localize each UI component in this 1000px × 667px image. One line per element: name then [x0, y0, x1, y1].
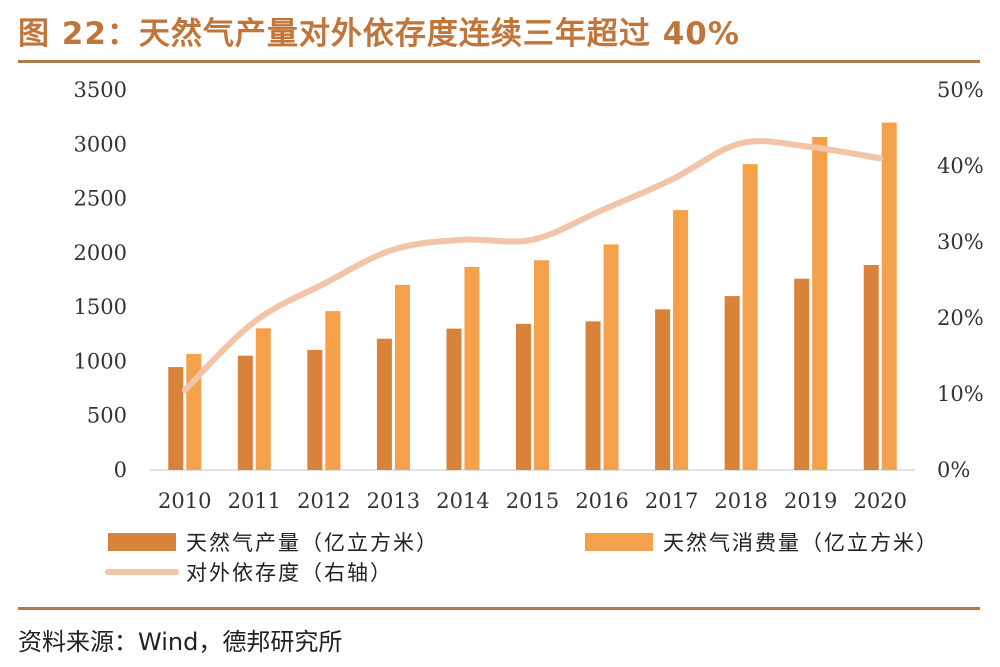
x-tick-label: 2014 — [436, 489, 489, 513]
x-tick-label: 2020 — [854, 489, 907, 513]
legend-label-production: 天然气产量（亿立方米） — [186, 531, 439, 555]
bar-production — [237, 355, 253, 470]
bar-consumption — [673, 210, 689, 470]
y-left-tick-label: 0 — [114, 458, 127, 482]
bar-consumption — [394, 284, 410, 470]
bar-production — [794, 278, 810, 470]
bar-production — [724, 296, 740, 470]
bar-consumption — [464, 266, 480, 470]
bars — [168, 122, 897, 471]
bar-production — [655, 309, 671, 470]
x-tick-label: 2013 — [367, 489, 420, 513]
y-left-tick-label: 1500 — [74, 295, 127, 319]
bar-consumption — [742, 164, 758, 470]
bar-production — [376, 338, 392, 470]
y-left-tick-label: 2000 — [74, 241, 127, 265]
y-right-tick-label: 30% — [937, 230, 984, 254]
bar-production — [307, 349, 323, 470]
y-left-tick-label: 500 — [87, 404, 127, 428]
y-left-tick-label: 3000 — [74, 132, 127, 156]
x-tick-label: 2019 — [784, 489, 837, 513]
x-tick-label: 2010 — [158, 489, 211, 513]
line-dependency — [181, 138, 884, 394]
bar-consumption — [325, 311, 341, 470]
chart: 0 500 1000 1500 2000 2500 3000 3500 0% 10% 20% 30%… — [74, 78, 984, 585]
legend-swatch-production — [108, 533, 176, 551]
bar-production — [446, 328, 462, 470]
x-tick-label: 2018 — [714, 489, 767, 513]
bar-production — [168, 367, 184, 470]
x-tick-label: 2012 — [297, 489, 350, 513]
x-tick-label: 2017 — [645, 489, 698, 513]
bar-production — [863, 265, 879, 470]
title-divider — [18, 60, 980, 63]
x-tick-label: 2016 — [575, 489, 628, 513]
legend-label-consumption: 天然气消费量（亿立方米） — [663, 531, 939, 555]
bar-production — [516, 323, 531, 470]
y-right-tick-label: 50% — [937, 78, 984, 102]
x-tick-label: 2011 — [228, 489, 281, 513]
y-left-tick-label: 3500 — [74, 78, 127, 102]
bar-consumption — [255, 328, 271, 470]
y-left-tick-label: 1000 — [74, 349, 127, 373]
x-tick-label: 2015 — [506, 489, 559, 513]
y-axis-left: 0 500 1000 1500 2000 2500 3000 3500 — [74, 78, 127, 482]
bar-consumption — [881, 122, 897, 471]
source-note: 资料来源：Wind，德邦研究所 — [18, 628, 343, 656]
y-axis-right: 0% 10% 20% 30% 40% 50% — [937, 78, 984, 482]
y-right-tick-label: 40% — [937, 154, 984, 178]
x-axis: 2010 2011 2012 2013 2014 2015 2016 2017 2018 2019… — [158, 489, 907, 513]
bar-consumption — [534, 260, 549, 470]
bar-consumption — [812, 137, 828, 471]
y-right-tick-label: 20% — [937, 306, 984, 330]
legend-swatch-consumption — [585, 533, 653, 551]
legend: 天然气产量（亿立方米） 天然气消费量（亿立方米） 对外依存度（右轴） — [105, 531, 939, 585]
bar-consumption — [603, 244, 619, 470]
y-left-tick-label: 2500 — [74, 187, 127, 211]
y-right-tick-label: 0% — [937, 458, 970, 482]
legend-label-dependency: 对外依存度（右轴） — [186, 561, 393, 585]
dependency-line-series — [181, 138, 884, 394]
bar-production — [585, 321, 601, 470]
y-right-tick-label: 10% — [937, 382, 984, 406]
source-divider — [18, 607, 980, 610]
chart-title: 图 22：天然气产量对外依存度连续三年超过 40% — [18, 16, 740, 52]
